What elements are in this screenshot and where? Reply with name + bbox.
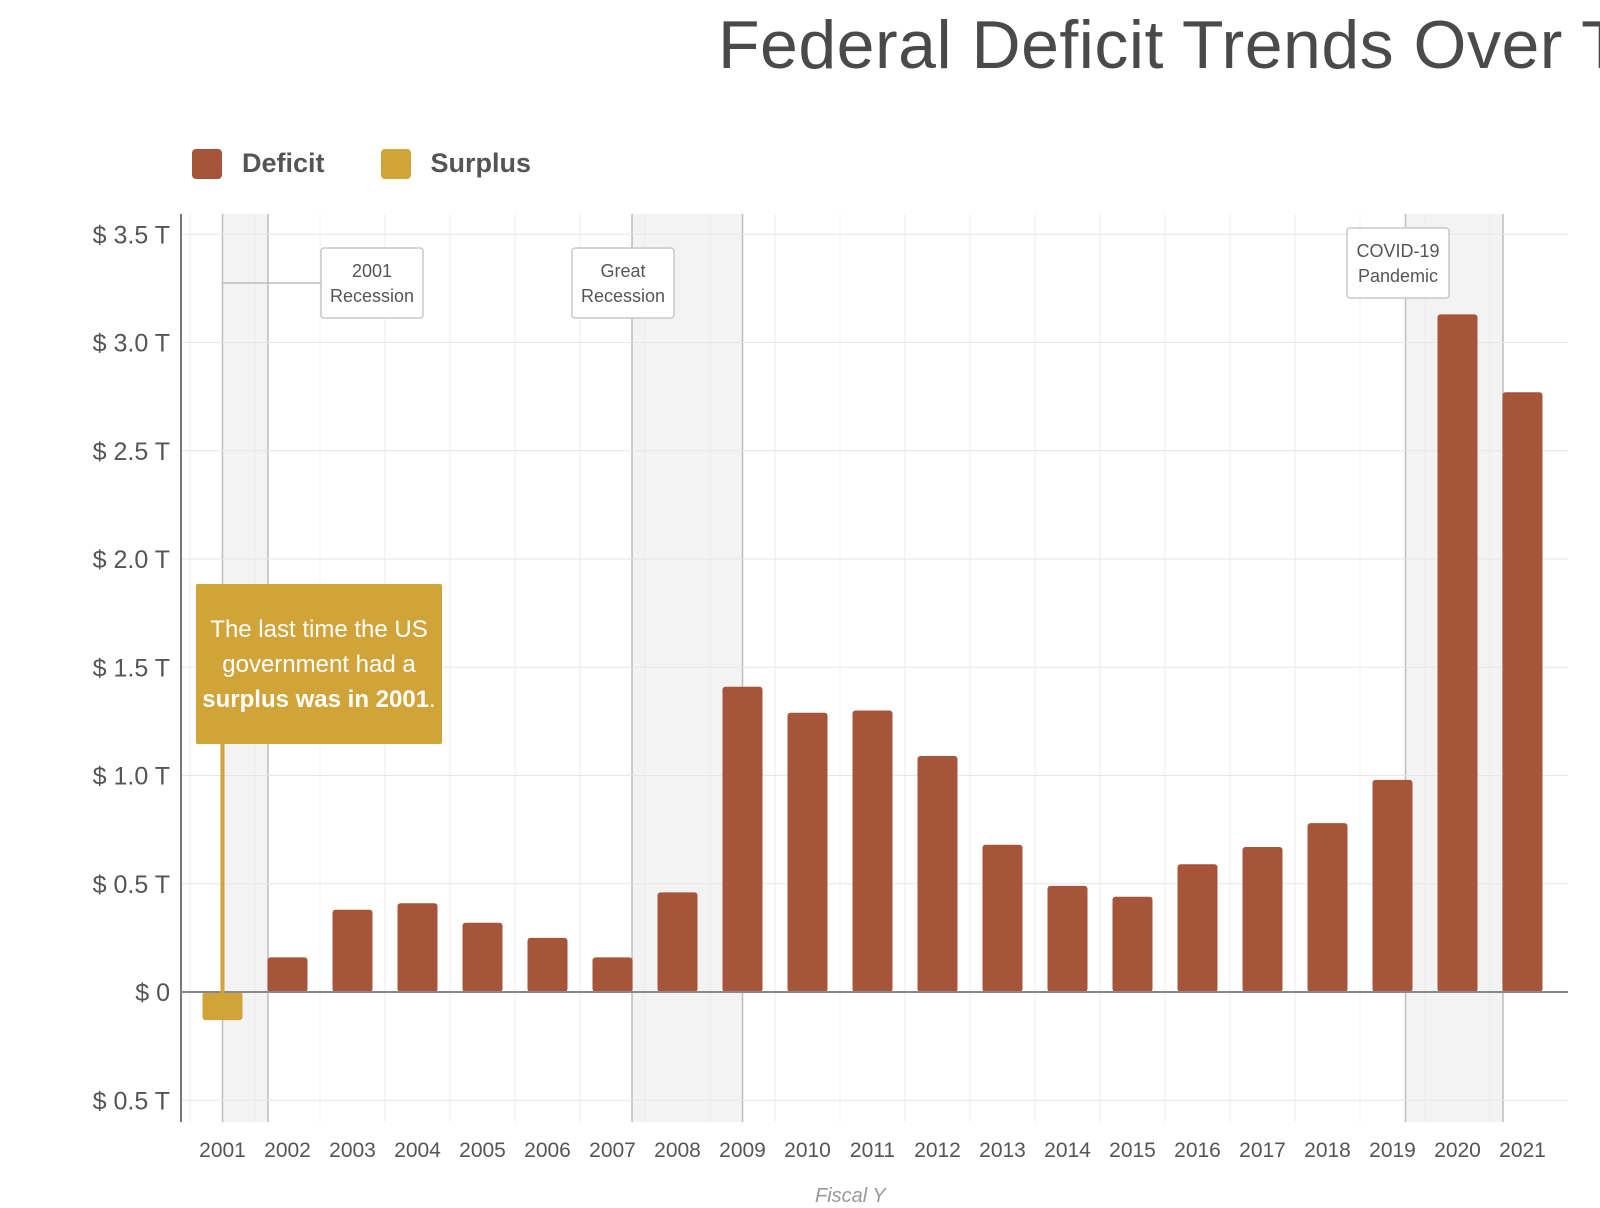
x-tick-label-2019: 2019 bbox=[1369, 1139, 1416, 1162]
x-tick-label-2012: 2012 bbox=[914, 1139, 961, 1162]
y-tick-label-8: $ 0.5 T bbox=[93, 1087, 170, 1115]
recession-label-box-0 bbox=[320, 247, 424, 319]
recession-label-line2-2: Pandemic bbox=[1358, 266, 1438, 286]
y-tick-label-5: $ 1.0 T bbox=[93, 763, 170, 791]
x-tick-label-2013: 2013 bbox=[979, 1139, 1026, 1162]
callout-text-part1: The last time the US government had a bbox=[210, 615, 428, 678]
bar-2002 bbox=[267, 957, 308, 992]
x-tick-label-2021: 2021 bbox=[1499, 1139, 1546, 1162]
x-tick-label-2011: 2011 bbox=[850, 1139, 895, 1162]
recession-label-line1-1: Great bbox=[600, 261, 645, 281]
x-tick-label-2018: 2018 bbox=[1304, 1139, 1351, 1162]
x-tick-label-2020: 2020 bbox=[1434, 1139, 1481, 1162]
bar-2015 bbox=[1112, 896, 1153, 992]
legend-label-deficit: Deficit bbox=[242, 148, 325, 178]
legend-item-surplus[interactable]: Surplus bbox=[380, 148, 532, 179]
y-tick-label-7: $ 0 bbox=[135, 979, 170, 1007]
x-tick-label-2009: 2009 bbox=[719, 1139, 766, 1162]
x-tick-label-2014: 2014 bbox=[1044, 1139, 1091, 1162]
legend-swatch-deficit bbox=[192, 148, 222, 179]
legend-item-deficit[interactable]: Deficit bbox=[192, 148, 325, 179]
y-tick-label-6: $ 0.5 T bbox=[93, 871, 170, 899]
x-tick-label-2015: 2015 bbox=[1109, 1139, 1156, 1162]
y-tick-label-2: $ 2.5 T bbox=[93, 438, 170, 466]
bar-2009 bbox=[722, 686, 763, 992]
bar-2011 bbox=[852, 710, 893, 992]
recession-label-line1-0: 2001 bbox=[352, 261, 392, 281]
x-tick-label-2006: 2006 bbox=[524, 1139, 571, 1162]
bar-2008 bbox=[657, 892, 698, 992]
x-tick-label-2003: 2003 bbox=[329, 1139, 376, 1162]
legend: Deficit Surplus bbox=[192, 148, 587, 179]
x-tick-label-2002: 2002 bbox=[264, 1139, 311, 1162]
bar-2010 bbox=[787, 712, 828, 992]
chart-title: Federal Deficit Trends Over Tir bbox=[718, 7, 1600, 83]
bar-2017 bbox=[1242, 846, 1283, 992]
bar-2019 bbox=[1372, 779, 1413, 992]
y-tick-label-3: $ 2.0 T bbox=[93, 546, 170, 574]
callout-text-part2: . bbox=[429, 685, 436, 713]
recession-label-box-1 bbox=[571, 247, 675, 319]
y-tick-label-1: $ 3.0 T bbox=[93, 330, 170, 358]
bar-2005 bbox=[462, 922, 503, 992]
callout-text-bold: surplus was in 2001 bbox=[202, 685, 430, 713]
bar-2014 bbox=[1047, 885, 1088, 992]
bar-2012 bbox=[917, 756, 958, 992]
recession-label-line2-0: Recession bbox=[330, 286, 414, 306]
bar-2006 bbox=[527, 937, 568, 992]
x-tick-label-2005: 2005 bbox=[459, 1139, 506, 1162]
legend-label-surplus: Surplus bbox=[430, 148, 532, 178]
x-tick-label-2004: 2004 bbox=[394, 1139, 441, 1162]
x-tick-label-2008: 2008 bbox=[654, 1139, 701, 1162]
x-tick-label-2010: 2010 bbox=[784, 1139, 831, 1162]
x-tick-label-2001: 2001 bbox=[199, 1139, 246, 1162]
x-tick-label-2007: 2007 bbox=[589, 1139, 636, 1162]
bar-2020 bbox=[1437, 314, 1478, 993]
y-tick-label-0: $ 3.5 T bbox=[93, 221, 170, 249]
bar-2013 bbox=[982, 844, 1023, 992]
bar-2018 bbox=[1307, 823, 1348, 992]
recession-label-line1-2: COVID-19 bbox=[1356, 241, 1439, 261]
bar-2021 bbox=[1502, 392, 1543, 992]
bar-2007 bbox=[592, 957, 633, 992]
recession-label-line2-1: Recession bbox=[581, 286, 665, 306]
bar-2004 bbox=[397, 903, 438, 992]
bar-2016 bbox=[1177, 864, 1218, 992]
surplus-callout: The last time the US government had a su… bbox=[196, 584, 442, 744]
bar-2001 bbox=[202, 992, 243, 1021]
bar-2003 bbox=[332, 909, 373, 992]
y-tick-label-4: $ 1.5 T bbox=[93, 654, 170, 682]
x-tick-label-2016: 2016 bbox=[1174, 1139, 1221, 1162]
recession-label-box-2 bbox=[1346, 227, 1450, 299]
legend-swatch-surplus bbox=[380, 148, 411, 179]
x-tick-label-2017: 2017 bbox=[1239, 1139, 1286, 1162]
